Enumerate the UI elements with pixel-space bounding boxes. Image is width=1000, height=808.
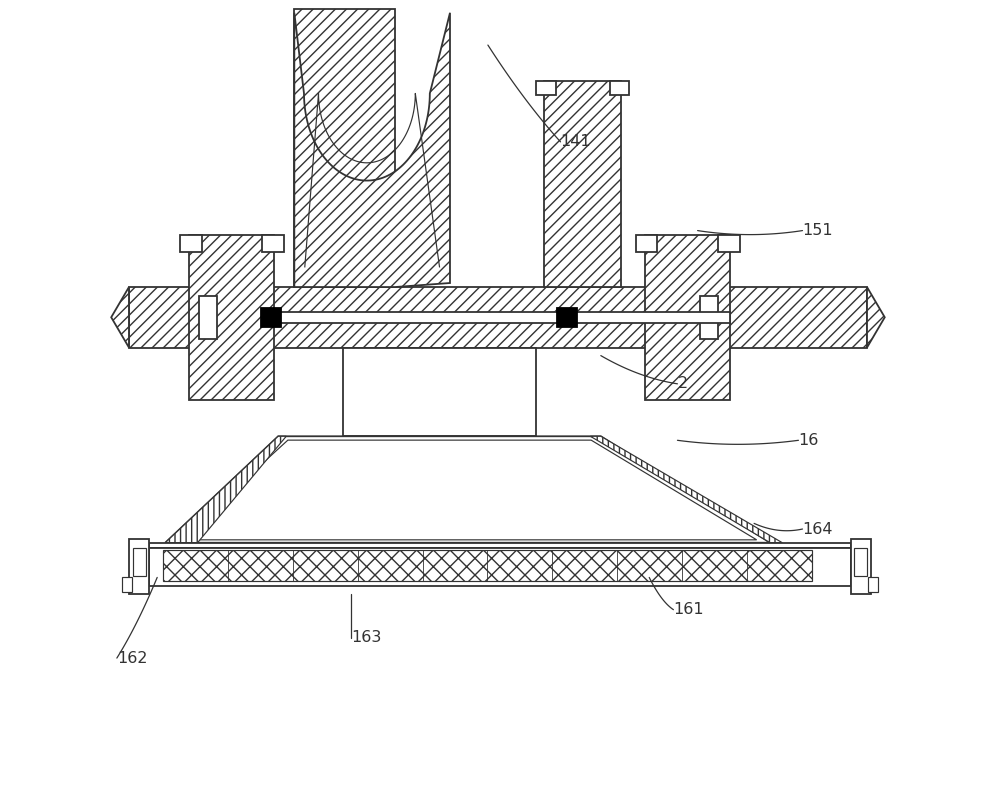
Bar <box>270 312 730 322</box>
Polygon shape <box>294 13 450 287</box>
Bar <box>199 296 217 339</box>
Polygon shape <box>111 287 129 347</box>
Text: 161: 161 <box>673 602 704 617</box>
Polygon shape <box>189 234 274 400</box>
Text: 16: 16 <box>798 433 819 448</box>
Bar <box>868 577 878 592</box>
Bar <box>851 539 871 594</box>
Bar <box>343 347 536 436</box>
Text: 141: 141 <box>560 134 591 149</box>
Text: 162: 162 <box>117 650 147 666</box>
Polygon shape <box>544 82 621 287</box>
Bar <box>636 234 657 252</box>
Text: 163: 163 <box>351 630 381 646</box>
Bar <box>180 234 202 252</box>
Polygon shape <box>590 436 782 543</box>
Bar <box>261 308 281 327</box>
Text: 151: 151 <box>802 223 833 238</box>
Polygon shape <box>867 287 885 347</box>
Bar <box>163 550 812 581</box>
Bar <box>557 308 577 327</box>
Bar <box>536 82 556 95</box>
Polygon shape <box>165 436 286 543</box>
Bar <box>149 549 851 587</box>
Bar <box>854 549 867 576</box>
Polygon shape <box>645 234 730 400</box>
Polygon shape <box>129 287 867 347</box>
Bar <box>129 539 149 594</box>
Polygon shape <box>294 9 395 287</box>
Polygon shape <box>165 436 770 543</box>
Bar <box>262 234 284 252</box>
Bar <box>149 543 851 549</box>
Text: 164: 164 <box>802 521 833 537</box>
Bar <box>122 577 132 592</box>
Bar <box>610 82 629 95</box>
Text: 2: 2 <box>677 377 688 391</box>
Bar <box>133 549 146 576</box>
Bar <box>718 234 740 252</box>
Bar <box>700 296 718 339</box>
